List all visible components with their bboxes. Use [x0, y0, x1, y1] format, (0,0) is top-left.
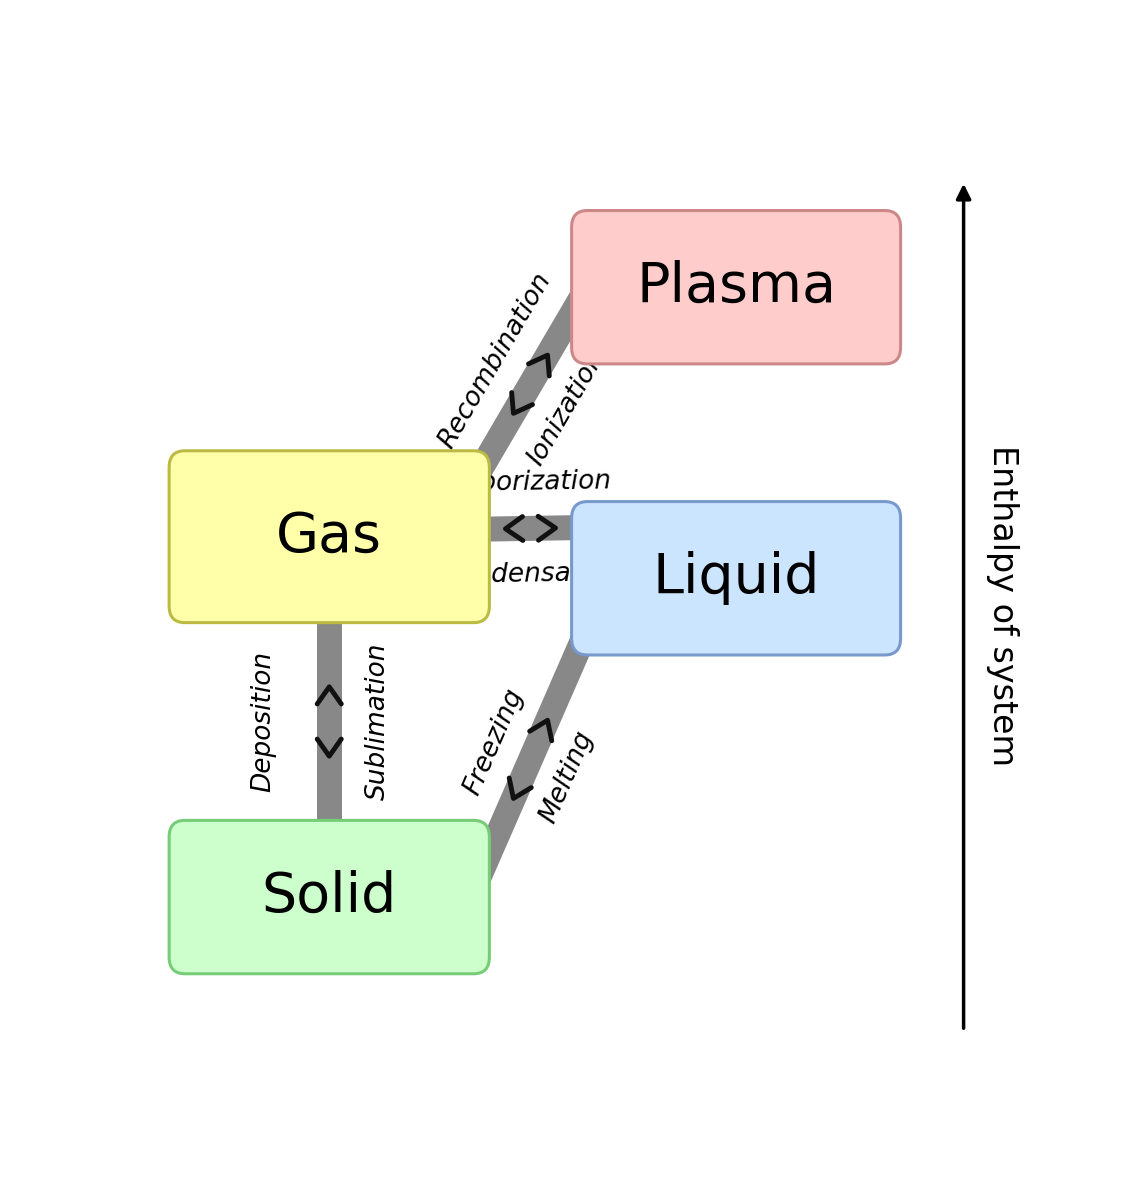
FancyBboxPatch shape: [169, 821, 489, 973]
FancyBboxPatch shape: [169, 451, 489, 623]
Text: Liquid: Liquid: [653, 551, 820, 605]
Text: Condensation: Condensation: [440, 560, 622, 589]
Text: Plasma: Plasma: [636, 260, 837, 314]
Text: Gas: Gas: [277, 510, 383, 564]
Text: Recombination: Recombination: [434, 269, 555, 454]
Text: Freezing: Freezing: [460, 684, 528, 799]
Text: Sublimation: Sublimation: [365, 643, 391, 800]
Text: Ionization: Ionization: [523, 346, 610, 469]
Text: Vaporization: Vaporization: [447, 468, 612, 497]
FancyBboxPatch shape: [571, 502, 901, 655]
Text: Enthalpy of system: Enthalpy of system: [987, 445, 1019, 767]
FancyBboxPatch shape: [571, 210, 901, 364]
Text: Deposition: Deposition: [251, 650, 277, 792]
Text: Melting: Melting: [535, 727, 598, 827]
Text: Solid: Solid: [262, 870, 397, 924]
